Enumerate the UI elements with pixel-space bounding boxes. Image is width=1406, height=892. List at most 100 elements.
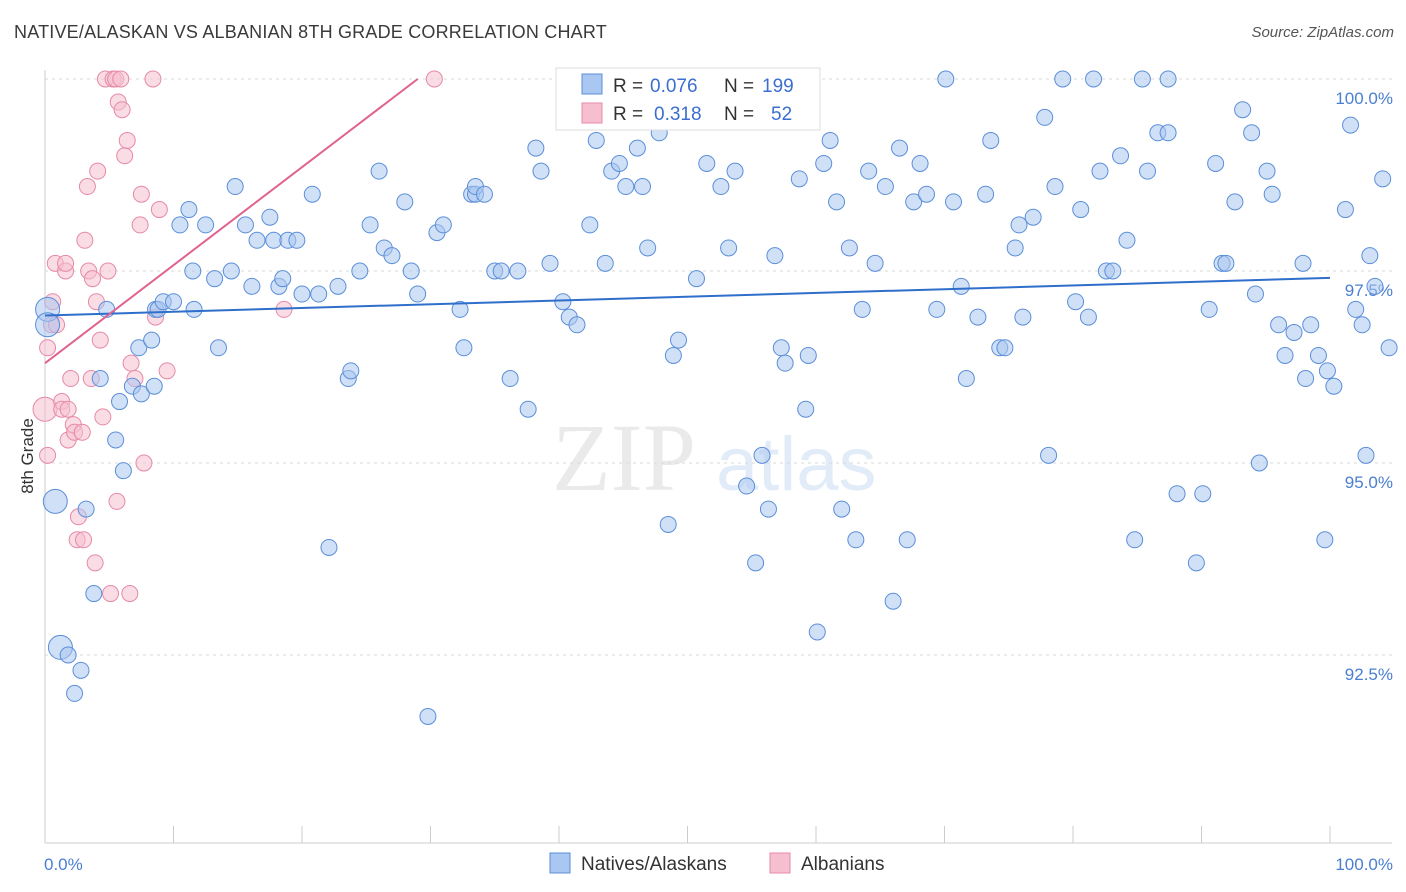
native-alaskan-point bbox=[1246, 285, 1264, 303]
albanian-point bbox=[76, 231, 94, 249]
native-alaskan-point bbox=[928, 300, 946, 318]
native-alaskan-point bbox=[905, 193, 923, 211]
trend-lines bbox=[44, 78, 1331, 364]
native-alaskan-point bbox=[361, 216, 379, 234]
native-alaskan-point bbox=[610, 154, 628, 172]
native-alaskan-point bbox=[1067, 293, 1085, 311]
native-alaskan-point bbox=[726, 162, 744, 180]
native-alaskan-point bbox=[143, 331, 161, 349]
watermark-zip: ZIP bbox=[552, 404, 696, 511]
native-alaskan-point bbox=[265, 231, 283, 249]
native-alaskan-point bbox=[891, 139, 909, 157]
native-alaskan-point bbox=[884, 592, 902, 610]
albanian-point bbox=[108, 492, 126, 510]
native-alaskan-point bbox=[1112, 147, 1130, 165]
native-alaskan-point bbox=[1168, 485, 1186, 503]
native-alaskan-point bbox=[853, 300, 871, 318]
native-alaskan-point bbox=[1194, 485, 1212, 503]
gridlines bbox=[45, 78, 1392, 656]
native-alaskan-point bbox=[509, 262, 527, 280]
natives-trend-line bbox=[44, 276, 1331, 317]
watermark: ZIP atlas bbox=[552, 404, 877, 511]
native-alaskan-point bbox=[1258, 162, 1276, 180]
native-alaskan-point bbox=[1091, 162, 1109, 180]
native-alaskan-point bbox=[383, 247, 401, 265]
native-alaskan-point bbox=[1200, 300, 1218, 318]
albanian-point bbox=[131, 216, 149, 234]
native-alaskan-point bbox=[1361, 247, 1379, 265]
albanian-point bbox=[39, 339, 57, 357]
native-alaskan-point bbox=[634, 178, 652, 196]
x-tick-label: 0.0% bbox=[44, 855, 83, 874]
native-alaskan-point bbox=[1010, 216, 1028, 234]
albanian-point bbox=[122, 354, 140, 372]
native-alaskan-point bbox=[114, 462, 132, 480]
native-alaskan-point bbox=[274, 270, 292, 288]
albanian-point bbox=[84, 270, 102, 288]
native-alaskan-point bbox=[1159, 124, 1177, 142]
native-alaskan-point bbox=[1316, 531, 1334, 549]
legend-label-albanians: Albanians bbox=[801, 854, 884, 875]
y-tick-label: 95.0% bbox=[1345, 473, 1393, 492]
native-alaskan-point bbox=[898, 531, 916, 549]
native-alaskan-point bbox=[434, 216, 452, 234]
stats-r-value-pink: 0.318 bbox=[654, 104, 702, 125]
native-alaskan-point bbox=[1187, 554, 1205, 572]
x-tick-labels: 0.0% 100.0% bbox=[44, 855, 1393, 874]
native-alaskan-point bbox=[1366, 277, 1384, 295]
albanian-point bbox=[425, 70, 443, 88]
native-alaskan-point bbox=[409, 285, 427, 303]
albanian-point bbox=[39, 446, 57, 464]
native-alaskan-point bbox=[209, 339, 227, 357]
native-alaskan-point bbox=[206, 270, 224, 288]
native-alaskan-point bbox=[1318, 362, 1336, 380]
native-alaskan-point bbox=[145, 377, 163, 395]
native-alaskan-point bbox=[1353, 316, 1371, 334]
albanian-point bbox=[150, 201, 168, 219]
native-alaskan-point bbox=[581, 216, 599, 234]
native-alaskan-point bbox=[568, 316, 586, 334]
legend-swatch-albanians bbox=[769, 852, 791, 874]
native-alaskan-point bbox=[1276, 346, 1294, 364]
native-alaskan-point bbox=[1054, 70, 1072, 88]
native-alaskan-point bbox=[659, 515, 677, 533]
native-alaskan-point bbox=[532, 162, 550, 180]
series-legend: Natives/Alaskans Albanians bbox=[549, 852, 884, 875]
native-alaskan-point bbox=[293, 285, 311, 303]
native-alaskan-point bbox=[419, 707, 437, 725]
native-alaskan-point bbox=[66, 684, 84, 702]
native-alaskan-point bbox=[866, 254, 884, 272]
native-alaskan-point bbox=[455, 339, 473, 357]
native-alaskan-point bbox=[687, 270, 705, 288]
native-alaskan-point bbox=[197, 216, 215, 234]
native-alaskan-point bbox=[1380, 339, 1398, 357]
albanian-point bbox=[118, 131, 136, 149]
native-alaskan-point bbox=[320, 538, 338, 556]
chart-title: NATIVE/ALASKAN VS ALBANIAN 8TH GRADE COR… bbox=[14, 22, 607, 42]
native-alaskan-point bbox=[1347, 300, 1365, 318]
stats-swatch-blue bbox=[581, 73, 603, 95]
native-alaskan-point bbox=[860, 162, 878, 180]
native-alaskan-point bbox=[111, 393, 129, 411]
native-alaskan-point bbox=[1336, 201, 1354, 219]
native-alaskan-point bbox=[670, 331, 688, 349]
x-tick-label: 100.0% bbox=[1335, 855, 1393, 874]
native-alaskan-point bbox=[132, 385, 150, 403]
native-alaskan-point bbox=[596, 254, 614, 272]
native-alaskan-point bbox=[772, 339, 790, 357]
native-alaskan-point bbox=[85, 585, 103, 603]
source-credit: Source: ZipAtlas.com bbox=[1251, 24, 1394, 41]
native-alaskan-point bbox=[1309, 346, 1327, 364]
native-alaskan-point bbox=[797, 400, 815, 418]
albanian-point bbox=[91, 331, 109, 349]
albanian-point bbox=[99, 262, 117, 280]
albanian-point bbox=[121, 585, 139, 603]
native-alaskan-point bbox=[1014, 308, 1032, 326]
native-alaskan-point bbox=[288, 231, 306, 249]
native-alaskan-point bbox=[72, 661, 90, 679]
stats-n-label-blue: N = bbox=[724, 76, 754, 97]
native-alaskan-point bbox=[918, 185, 936, 203]
native-alaskan-point bbox=[492, 262, 510, 280]
native-alaskan-point bbox=[1159, 70, 1177, 88]
albanian-point bbox=[73, 423, 91, 441]
